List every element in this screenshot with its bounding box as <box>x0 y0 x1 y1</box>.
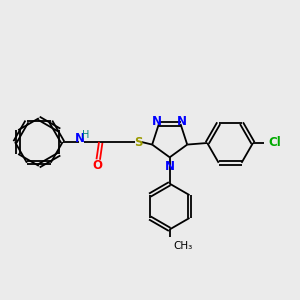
Text: N: N <box>177 115 187 128</box>
Text: H: H <box>82 130 89 140</box>
Text: N: N <box>165 160 175 173</box>
Text: N: N <box>75 132 85 145</box>
Text: O: O <box>93 159 103 172</box>
Text: S: S <box>134 136 142 148</box>
Text: Cl: Cl <box>268 136 281 149</box>
Text: CH₃: CH₃ <box>173 241 193 251</box>
Text: N: N <box>152 115 162 128</box>
